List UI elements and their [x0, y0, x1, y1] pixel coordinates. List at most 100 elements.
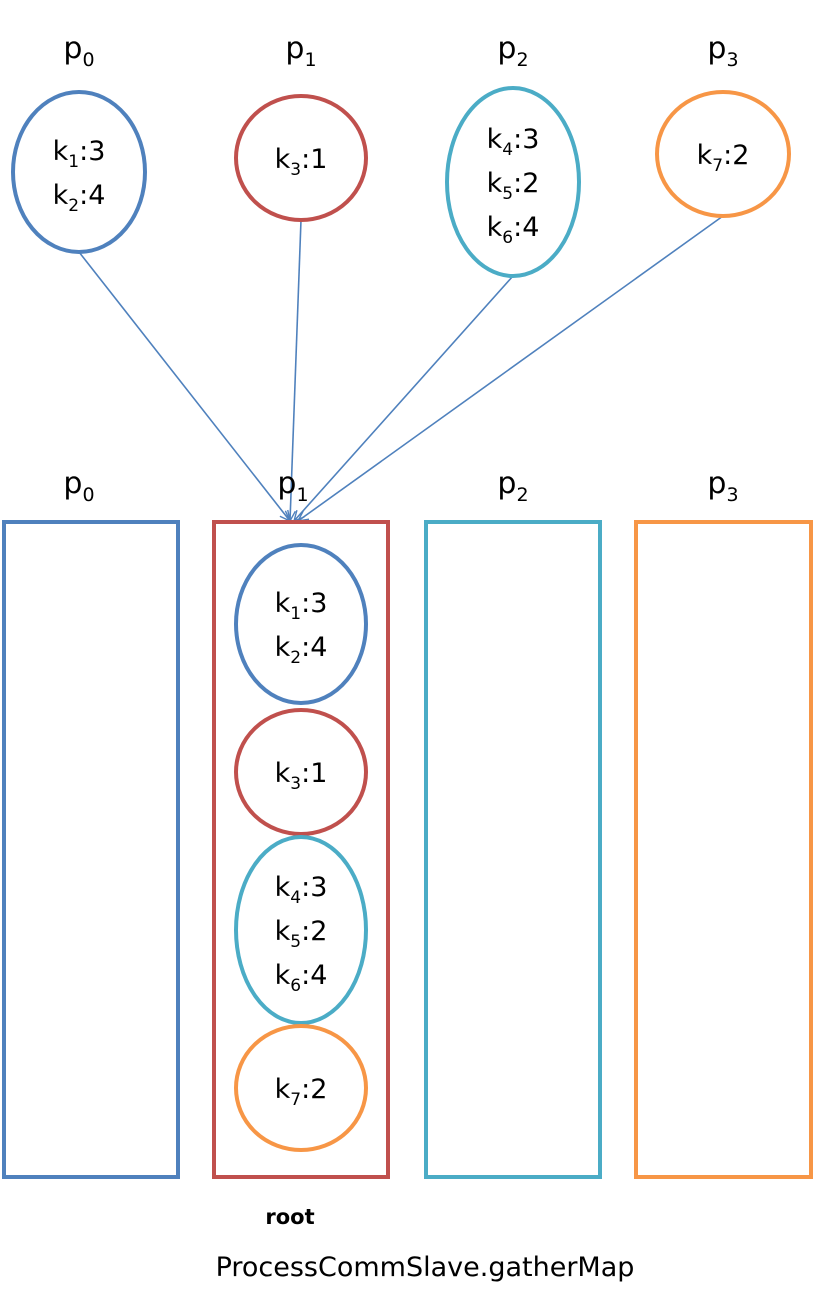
entry-key-subscript: 7 — [290, 1090, 301, 1110]
entry-key-letter: k — [275, 960, 291, 991]
map-entry: k5:2 — [487, 168, 540, 204]
process-subscript: 0 — [82, 49, 94, 71]
map-entry: k7:2 — [275, 1074, 328, 1110]
process-subscript: 2 — [516, 49, 528, 71]
entry-key-subscript: 7 — [712, 156, 723, 176]
process-memory-box — [212, 520, 390, 1179]
entry-key-subscript: 3 — [290, 160, 301, 180]
process-memory-box — [424, 520, 602, 1179]
entry-key-letter: k — [53, 136, 69, 167]
entry-separator: : — [301, 960, 310, 991]
entry-value: 3 — [310, 872, 327, 903]
entry-key-subscript: 3 — [290, 774, 301, 794]
map-entry: k6:4 — [487, 212, 540, 248]
entry-separator: : — [301, 632, 310, 663]
process-subscript: 0 — [82, 484, 94, 506]
gathered-map-from-p1: k3:1 — [234, 708, 368, 836]
map-entry: k3:1 — [275, 144, 328, 180]
entry-value: 2 — [310, 916, 327, 947]
entry-key-subscript: 6 — [290, 976, 301, 996]
map-entry: k1:3 — [53, 136, 106, 172]
entry-key-subscript: 2 — [68, 196, 79, 216]
process-letter: p — [63, 466, 82, 501]
gathered-map-node — [234, 835, 368, 1025]
process-subscript: 1 — [304, 49, 316, 71]
entry-separator: : — [513, 212, 522, 243]
entry-key-subscript: 4 — [290, 888, 301, 908]
map-entry: k7:2 — [697, 140, 750, 176]
process-label: p1 — [277, 466, 308, 506]
process-label: p1 — [285, 31, 316, 71]
entry-key-subscript: 2 — [290, 648, 301, 668]
top-process-p1: p1 k3:1 — [234, 31, 368, 222]
process-memory-box — [2, 520, 180, 1179]
entry-value: 4 — [522, 212, 539, 243]
top-process-p3: p3 k7:2 — [655, 31, 791, 218]
entry-key-letter: k — [275, 872, 291, 903]
entry-key-letter: k — [275, 916, 291, 947]
gathered-map-node — [234, 708, 368, 836]
bottom-process-p1: p1 — [212, 466, 390, 1179]
entry-value: 3 — [522, 124, 539, 155]
entry-separator: : — [513, 124, 522, 155]
entry-separator: : — [301, 872, 310, 903]
gather-arrow-p3 — [298, 215, 724, 521]
local-map-node — [234, 94, 368, 222]
map-entry: k5:2 — [275, 916, 328, 952]
entry-key-subscript: 1 — [68, 152, 79, 172]
entry-key-subscript: 4 — [502, 140, 513, 160]
bottom-process-p0: p0 — [2, 466, 180, 1179]
entry-key-letter: k — [487, 168, 503, 199]
entry-value: 4 — [88, 180, 105, 211]
entry-key-letter: k — [275, 758, 291, 789]
gathered-map-from-p2: k4:3k5:2k6:4 — [234, 835, 368, 1025]
map-entry: k3:1 — [275, 758, 328, 794]
entry-key-letter: k — [53, 180, 69, 211]
process-label: p0 — [63, 466, 94, 506]
map-entry: k4:3 — [487, 124, 540, 160]
process-letter: p — [707, 466, 726, 501]
entry-separator: : — [513, 168, 522, 199]
process-label: p2 — [497, 466, 528, 506]
process-subscript: 3 — [726, 49, 738, 71]
process-label: p3 — [707, 466, 738, 506]
diagram-caption: ProcessCommSlave.gatherMap — [216, 1252, 635, 1283]
map-entry: k4:3 — [275, 872, 328, 908]
local-map-node — [11, 90, 147, 254]
entry-key-letter: k — [275, 1074, 291, 1105]
gather-arrow-p0 — [78, 251, 290, 521]
entry-separator: : — [79, 136, 88, 167]
gather-arrow-p1 — [290, 219, 302, 521]
entry-key-letter: k — [487, 212, 503, 243]
entry-key-subscript: 5 — [290, 932, 301, 952]
process-subscript: 3 — [726, 484, 738, 506]
gathered-map-node — [234, 1024, 368, 1152]
entry-value: 4 — [310, 632, 327, 663]
process-letter: p — [63, 31, 82, 66]
process-label: p3 — [707, 31, 738, 71]
entry-key-letter: k — [275, 632, 291, 663]
gather-arrow-p2 — [294, 275, 514, 521]
entry-key-letter: k — [275, 144, 291, 175]
map-entry: k2:4 — [275, 632, 328, 668]
bottom-process-p3: p3 — [634, 466, 813, 1179]
map-entry: k2:4 — [53, 180, 106, 216]
entry-key-letter: k — [697, 140, 713, 171]
process-subscript: 2 — [516, 484, 528, 506]
gathered-maps: k1:3k2:4k3:1k4:3k5:2k6:4k7:2 — [234, 543, 368, 1152]
gathered-map-from-p3: k7:2 — [234, 1024, 368, 1152]
entry-key-subscript: 6 — [502, 228, 513, 248]
process-label: p2 — [497, 31, 528, 71]
entry-separator: : — [723, 140, 732, 171]
local-map-node — [655, 90, 791, 218]
gathered-map-from-p0: k1:3k2:4 — [234, 543, 368, 705]
map-entry: k6:4 — [275, 960, 328, 996]
entry-key-letter: k — [275, 588, 291, 619]
map-entry: k1:3 — [275, 588, 328, 624]
root-label: root — [265, 1205, 314, 1229]
process-letter: p — [497, 31, 516, 66]
process-subscript: 1 — [296, 484, 308, 506]
